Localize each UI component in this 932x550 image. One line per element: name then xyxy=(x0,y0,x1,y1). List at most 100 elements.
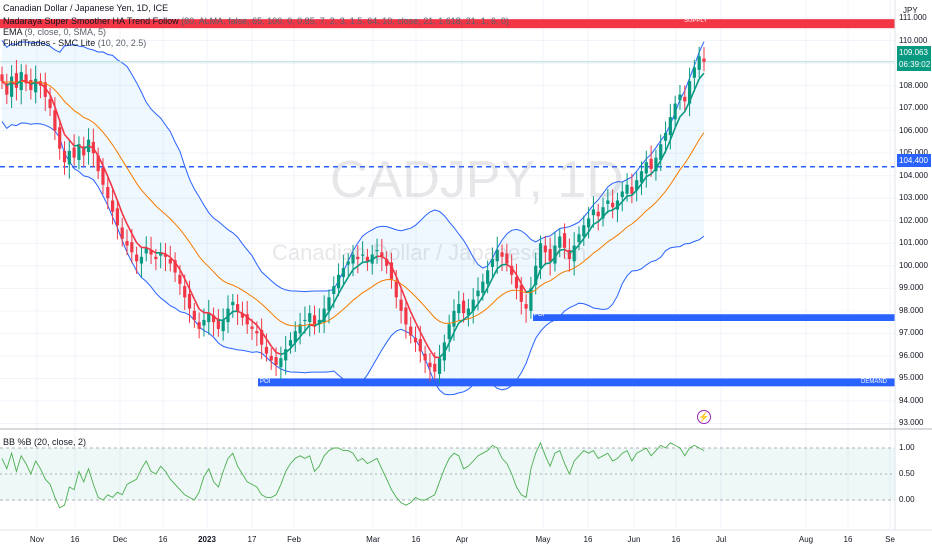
demand-zone[interactable] xyxy=(258,378,895,387)
bb-percent-b-pane xyxy=(0,441,895,509)
fast-ema-segment xyxy=(583,231,590,239)
candle-body xyxy=(558,236,562,248)
marked-level-tag: 104.400 xyxy=(897,154,931,167)
fast-ema-segment xyxy=(21,79,27,83)
candle-body xyxy=(625,184,629,194)
time-tick-label: Se xyxy=(885,535,895,544)
candle-body xyxy=(500,252,504,257)
fast-ema-segment xyxy=(660,150,667,161)
indicator-name: Nadaraya Super Smoother HA Trend Follow xyxy=(3,16,179,26)
fast-ema-segment xyxy=(68,139,75,147)
fast-ema-segment xyxy=(443,342,450,353)
fast-ema-segment xyxy=(645,173,652,178)
indicator-legend-ema[interactable]: EMA (9, close, 0, SMA, 5) xyxy=(3,27,106,38)
fast-ema-segment xyxy=(429,349,436,358)
price-tick-label: 105.000 xyxy=(899,148,928,158)
time-tick-label: Nov xyxy=(29,535,45,544)
bbp-tick-label: 0.00 xyxy=(899,495,915,504)
candle-body xyxy=(591,209,596,216)
candle-body xyxy=(110,200,115,212)
candle-body xyxy=(154,256,158,260)
price-tick-label: 98.000 xyxy=(899,305,924,315)
fast-ema-segment xyxy=(131,233,138,244)
fast-ema-segment xyxy=(467,309,474,317)
lightning-icon[interactable]: ⚡ xyxy=(697,410,711,424)
candle-body xyxy=(101,167,105,185)
indicator-legend-bbp[interactable]: BB %B (20, close, 2) xyxy=(3,437,86,448)
supply-zone-label: SUPPLY xyxy=(684,18,708,24)
candle-body xyxy=(529,288,533,311)
candle-body xyxy=(490,259,495,267)
fast-ema-segment xyxy=(126,223,133,234)
candle-body xyxy=(375,250,379,252)
candle-body xyxy=(67,150,71,165)
candle-body xyxy=(457,304,461,314)
fast-ema-segment xyxy=(174,261,181,270)
fast-ema-segment xyxy=(453,322,460,333)
fast-ema-segment xyxy=(160,251,166,255)
fast-ema-segment xyxy=(419,331,426,342)
candle-body xyxy=(43,82,47,97)
candle-body xyxy=(187,293,192,309)
indicator-legend-smc[interactable]: FluidTrades - SMC Lite (10, 20, 2.5) xyxy=(3,38,146,49)
demand-zone-label: DEMAND xyxy=(861,379,888,385)
candle-body xyxy=(221,319,225,332)
supply-zone[interactable] xyxy=(0,19,895,29)
symbol-legend[interactable]: Canadian Dollar / Japanese Yen, 1D, ICE xyxy=(3,3,168,14)
candle-body xyxy=(361,254,365,256)
candle-body xyxy=(394,281,398,298)
fast-ema-segment xyxy=(304,324,311,332)
price-tick-label: 93.000 xyxy=(899,418,924,428)
fast-ema-segment xyxy=(616,201,623,208)
fast-ema-segment xyxy=(564,248,570,254)
fast-ema-segment xyxy=(381,255,388,261)
candle-body xyxy=(505,253,509,264)
candle-body xyxy=(34,78,38,93)
candle-body xyxy=(572,245,576,262)
candle-body xyxy=(231,301,235,306)
candle-body xyxy=(178,274,182,284)
candle-body xyxy=(409,326,413,336)
candle-body xyxy=(404,307,408,325)
fast-ema-segment xyxy=(693,78,700,91)
time-tick-label: Mar xyxy=(366,535,380,544)
fast-ema-segment xyxy=(405,299,412,313)
fast-ema-segment xyxy=(424,341,431,351)
candle-body xyxy=(413,337,418,343)
fast-ema-segment xyxy=(241,312,248,318)
candle-body xyxy=(567,250,571,260)
candle-body xyxy=(336,274,341,289)
fast-ema-segment xyxy=(294,336,301,344)
candle-body xyxy=(77,144,81,160)
candle-body xyxy=(644,162,648,174)
indicator-name: EMA xyxy=(3,27,23,37)
price-tick-label: 107.000 xyxy=(899,103,928,113)
candle-body xyxy=(29,79,33,91)
band-fill xyxy=(2,40,704,395)
fast-ema-segment xyxy=(222,315,229,321)
fast-ema-segment xyxy=(587,223,595,233)
candle-body xyxy=(697,56,701,70)
candle-body xyxy=(250,326,254,329)
time-tick-label: Dec xyxy=(112,535,128,544)
time-tick-label: 16 xyxy=(158,535,168,544)
poi-zone-upper[interactable] xyxy=(533,314,895,321)
fast-ema-segment xyxy=(669,127,676,141)
indicator-legend-nadaraya[interactable]: Nadaraya Super Smoother HA Trend Follow … xyxy=(3,16,509,27)
fast-ema-segment xyxy=(578,237,585,246)
candle-body xyxy=(428,362,432,368)
fast-ema-segment xyxy=(35,81,41,85)
fast-ema-segment xyxy=(285,347,292,354)
candle-body xyxy=(0,74,4,82)
candle-body xyxy=(312,315,317,327)
fast-ema-segment xyxy=(337,284,345,295)
fast-ema-segment xyxy=(251,320,258,326)
candle-body xyxy=(236,304,240,311)
current-price-tag: 109.063 xyxy=(897,46,931,59)
fast-ema-segment xyxy=(333,293,340,304)
fast-ema-segment xyxy=(88,144,94,149)
indicator-params: (80, ALMA, false, 65, 100, 0, 0.85, 7, 2… xyxy=(181,16,509,26)
candle-body xyxy=(14,73,19,88)
fast-ema-segment xyxy=(54,106,61,121)
